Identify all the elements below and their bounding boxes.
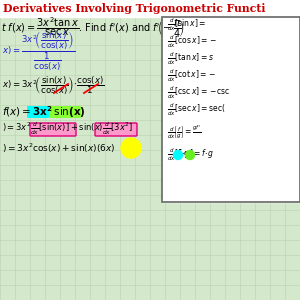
Text: $)=3x^{2}\cos(x)+\sin(x)(6x)$: $)=3x^{2}\cos(x)+\sin(x)(6x)$ — [2, 141, 116, 155]
FancyBboxPatch shape — [27, 106, 49, 118]
Circle shape — [185, 151, 194, 160]
Text: $\frac{d}{dx}[\sec x]=\sec($: $\frac{d}{dx}[\sec x]=\sec($ — [167, 102, 226, 118]
Bar — [162, 17, 300, 202]
Text: $\frac{d}{dx}[\sin x]=$: $\frac{d}{dx}[\sin x]=$ — [167, 17, 206, 33]
Text: $\frac{d}{dx}[\csc x]=-\!\csc$: $\frac{d}{dx}[\csc x]=-\!\csc$ — [167, 85, 230, 101]
Text: $\frac{d}{dx}[\cot x]=-$: $\frac{d}{dx}[\cot x]=-$ — [167, 68, 217, 84]
Text: Derivatives Involving Trigonometric Functi: Derivatives Involving Trigonometric Func… — [3, 4, 266, 14]
Text: $\frac{d}{dx}[\mathbf{f}\!\cdot\!\mathbf{g}]=f\!\cdot\! g$: $\frac{d}{dx}[\mathbf{f}\!\cdot\!\mathbf… — [167, 147, 214, 163]
Text: $x)=3x^{2}\!\left(\dfrac{\sin(x)}{\cos(x)}\right)\!\cdot\!\dfrac{\cos(x)}{1}$: $x)=3x^{2}\!\left(\dfrac{\sin(x)}{\cos(x… — [2, 75, 105, 97]
Text: $)=3x^{2}\frac{d}{dx}[\sin(x)]+\sin(x)\frac{d}{dx}[3x^{2}]$: $)=3x^{2}\frac{d}{dx}[\sin(x)]+\sin(x)\f… — [2, 121, 133, 137]
Circle shape — [173, 151, 182, 160]
FancyBboxPatch shape — [30, 123, 76, 136]
Bar — [162, 17, 300, 202]
FancyBboxPatch shape — [49, 106, 81, 118]
FancyBboxPatch shape — [95, 123, 137, 136]
Text: $x)=\dfrac{3x^{2}\!\left(\dfrac{\sin(x)}{\cos(x)}\right)}{\dfrac{1}{\cos(x)}}$: $x)=\dfrac{3x^{2}\!\left(\dfrac{\sin(x)}… — [2, 29, 75, 73]
Text: $\frac{d}{dx}[\cos x]=-$: $\frac{d}{dx}[\cos x]=-$ — [167, 34, 218, 50]
Text: $\frac{d}{dx}[\tan x]=s$: $\frac{d}{dx}[\tan x]=s$ — [167, 51, 214, 67]
Text: $t\ f(x)=\dfrac{3x^{2}\tan x}{\sec x}$. Find $f'(x)$ and $f'\!\left(\!-\dfrac{\p: $t\ f(x)=\dfrac{3x^{2}\tan x}{\sec x}$. … — [1, 16, 185, 41]
Bar — [0, 0, 300, 17]
Text: $f(x)=\mathbf{3x^{2}}\,\mathbf{\sin(x)}$: $f(x)=\mathbf{3x^{2}}\,\mathbf{\sin(x)}$ — [2, 104, 86, 120]
Circle shape — [121, 138, 141, 158]
Text: $\frac{d}{dx}\!\left[\frac{f}{g}\right]=\frac{gf'}{\ }$: $\frac{d}{dx}\!\left[\frac{f}{g}\right]=… — [167, 123, 202, 141]
